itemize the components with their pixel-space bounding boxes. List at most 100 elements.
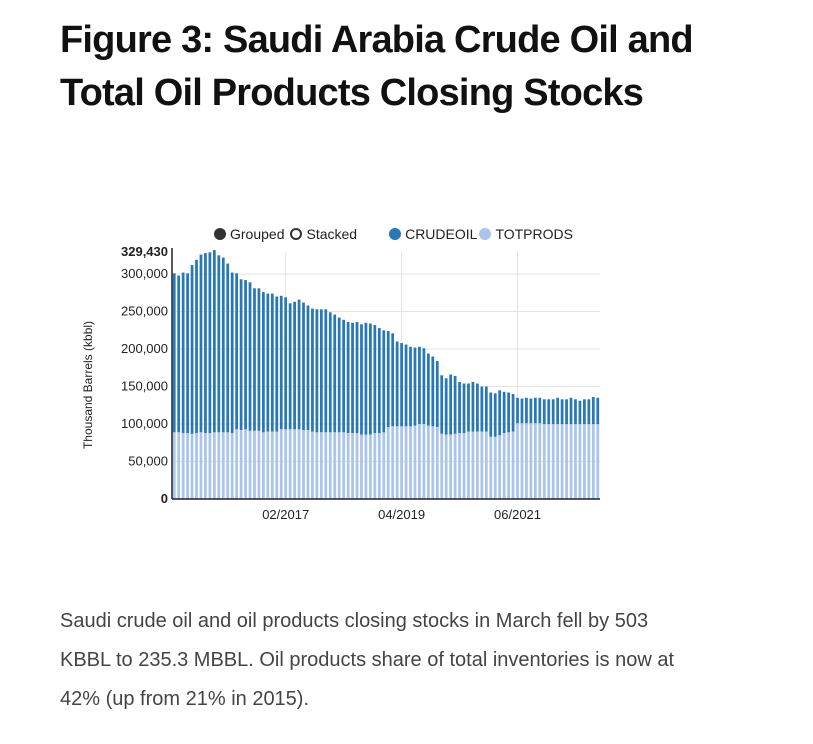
bar-crudeoil[interactable]: [409, 346, 412, 427]
bar-crudeoil[interactable]: [270, 293, 274, 432]
bar-crudeoil[interactable]: [418, 346, 421, 425]
bar-totprods[interactable]: [262, 432, 265, 499]
bar-totprods[interactable]: [230, 433, 234, 499]
bar-totprods[interactable]: [257, 430, 261, 499]
bar-totprods[interactable]: [288, 429, 292, 499]
bar-totprods[interactable]: [266, 431, 270, 499]
bar-crudeoil[interactable]: [422, 348, 426, 425]
bar-totprods[interactable]: [489, 436, 493, 499]
bar-totprods[interactable]: [311, 431, 314, 499]
bar-totprods[interactable]: [221, 432, 225, 499]
bar-totprods[interactable]: [181, 433, 185, 499]
bar-crudeoil[interactable]: [324, 309, 328, 433]
bar-totprods[interactable]: [583, 424, 586, 499]
bar-crudeoil[interactable]: [297, 299, 301, 430]
bar-totprods[interactable]: [426, 425, 430, 499]
bar-crudeoil[interactable]: [458, 382, 461, 434]
bar-crudeoil[interactable]: [288, 303, 292, 430]
bar-totprods[interactable]: [453, 433, 457, 499]
bar-totprods[interactable]: [502, 433, 506, 499]
bar-totprods[interactable]: [391, 426, 395, 499]
stacked-toggle[interactable]: Stacked: [290, 226, 357, 242]
bar-totprods[interactable]: [418, 424, 421, 499]
bar-crudeoil[interactable]: [221, 257, 225, 433]
bar-totprods[interactable]: [355, 433, 359, 499]
bar-crudeoil[interactable]: [520, 398, 524, 424]
bar-totprods[interactable]: [360, 434, 363, 499]
bar-totprods[interactable]: [190, 433, 194, 499]
bar-crudeoil[interactable]: [511, 394, 515, 432]
bar-totprods[interactable]: [444, 434, 448, 499]
bar-crudeoil[interactable]: [525, 397, 528, 424]
bar-crudeoil[interactable]: [507, 392, 510, 433]
bar-totprods[interactable]: [386, 427, 390, 499]
bar-crudeoil[interactable]: [476, 383, 479, 432]
bar-totprods[interactable]: [551, 424, 555, 499]
bar-totprods[interactable]: [333, 432, 337, 499]
bar-totprods[interactable]: [574, 424, 577, 499]
bar-totprods[interactable]: [172, 432, 176, 499]
bar-totprods[interactable]: [498, 435, 502, 499]
bar-crudeoil[interactable]: [248, 282, 252, 431]
bar-crudeoil[interactable]: [311, 308, 314, 432]
bar-crudeoil[interactable]: [516, 397, 519, 424]
bar-crudeoil[interactable]: [377, 328, 381, 434]
bar-crudeoil[interactable]: [533, 397, 537, 424]
bar-totprods[interactable]: [212, 432, 216, 499]
bar-crudeoil[interactable]: [346, 322, 350, 434]
bar-crudeoil[interactable]: [453, 376, 457, 434]
bar-crudeoil[interactable]: [360, 324, 363, 435]
bar-totprods[interactable]: [565, 424, 568, 499]
bar-crudeoil[interactable]: [574, 399, 577, 425]
bar-totprods[interactable]: [279, 429, 283, 499]
bar-totprods[interactable]: [516, 423, 519, 499]
bar-totprods[interactable]: [377, 433, 381, 499]
bar-totprods[interactable]: [525, 423, 528, 499]
bar-crudeoil[interactable]: [440, 375, 444, 434]
bar-totprods[interactable]: [476, 431, 479, 499]
bar-crudeoil[interactable]: [596, 397, 600, 425]
bar-crudeoil[interactable]: [230, 272, 234, 434]
bar-totprods[interactable]: [511, 431, 515, 499]
bar-totprods[interactable]: [302, 430, 305, 499]
bar-totprods[interactable]: [226, 432, 230, 499]
bar-totprods[interactable]: [533, 423, 537, 499]
bar-crudeoil[interactable]: [484, 386, 488, 432]
bar-totprods[interactable]: [484, 431, 488, 499]
bar-totprods[interactable]: [507, 432, 510, 499]
bar-crudeoil[interactable]: [493, 393, 497, 437]
bar-crudeoil[interactable]: [391, 333, 395, 427]
bar-totprods[interactable]: [244, 429, 247, 499]
bar-crudeoil[interactable]: [426, 353, 430, 426]
bar-crudeoil[interactable]: [319, 309, 323, 433]
bar-totprods[interactable]: [404, 426, 408, 499]
bar-totprods[interactable]: [440, 433, 444, 499]
bar-crudeoil[interactable]: [587, 399, 591, 425]
bar-crudeoil[interactable]: [444, 378, 448, 435]
bar-totprods[interactable]: [208, 433, 212, 499]
bar-crudeoil[interactable]: [382, 330, 386, 433]
bar-crudeoil[interactable]: [235, 273, 239, 430]
bar-crudeoil[interactable]: [462, 383, 466, 434]
bar-crudeoil[interactable]: [262, 292, 265, 433]
bar-crudeoil[interactable]: [328, 312, 332, 433]
bar-crudeoil[interactable]: [591, 397, 595, 425]
bar-crudeoil[interactable]: [467, 383, 470, 432]
bar-crudeoil[interactable]: [480, 386, 484, 432]
bar-totprods[interactable]: [373, 433, 377, 499]
bar-totprods[interactable]: [315, 432, 319, 499]
bar-crudeoil[interactable]: [337, 317, 341, 433]
bar-crudeoil[interactable]: [404, 344, 408, 427]
bar-crudeoil[interactable]: [253, 288, 256, 431]
bar-totprods[interactable]: [395, 426, 399, 499]
bar-crudeoil[interactable]: [342, 319, 346, 433]
bar-totprods[interactable]: [467, 431, 470, 499]
bar-totprods[interactable]: [578, 424, 582, 499]
bar-totprods[interactable]: [542, 424, 546, 499]
bar-totprods[interactable]: [364, 434, 368, 499]
bar-crudeoil[interactable]: [386, 331, 390, 428]
bar-totprods[interactable]: [413, 425, 417, 499]
bar-totprods[interactable]: [431, 426, 435, 499]
bar-crudeoil[interactable]: [257, 288, 261, 431]
bar-totprods[interactable]: [471, 431, 475, 499]
